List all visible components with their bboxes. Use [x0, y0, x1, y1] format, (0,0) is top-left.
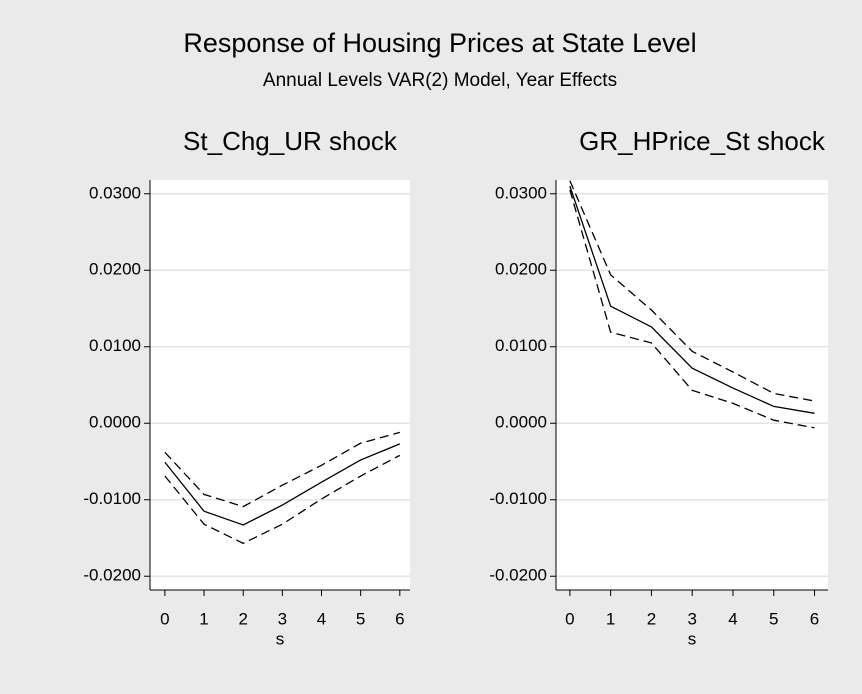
chart-title: Response of Housing Prices at State Leve…	[183, 28, 696, 58]
plot-area	[556, 180, 828, 590]
x-tick-label: 6	[395, 609, 404, 628]
response-line	[164, 443, 401, 526]
plot-area	[150, 180, 410, 590]
confidence-line	[164, 454, 401, 545]
y-tick-label: 0.0000	[89, 413, 141, 432]
chart-subtitle: Annual Levels VAR(2) Model, Year Effects	[263, 70, 617, 91]
x-tick-label: 2	[238, 609, 247, 628]
y-tick-label: -0.0200	[489, 566, 547, 585]
x-tick-label: 0	[565, 609, 574, 628]
x-tick-label: 3	[278, 609, 287, 628]
y-tick-label: 0.0200	[89, 260, 141, 279]
panel-title: GR_HPrice_St shock	[579, 126, 826, 156]
y-tick-label: -0.0200	[83, 566, 141, 585]
x-axis-label: s	[276, 629, 285, 648]
confidence-line	[569, 180, 815, 402]
y-tick-label: 0.0300	[495, 183, 547, 202]
x-tick-label: 1	[606, 609, 615, 628]
y-tick-label: -0.0100	[489, 489, 547, 508]
x-tick-label: 2	[647, 609, 656, 628]
x-tick-label: 3	[687, 609, 696, 628]
y-tick-label: 0.0200	[495, 260, 547, 279]
x-tick-label: 0	[160, 609, 169, 628]
x-tick-label: 5	[769, 609, 778, 628]
x-tick-label: 4	[728, 609, 737, 628]
x-axis-label: s	[688, 629, 697, 648]
y-tick-label: 0.0100	[495, 336, 547, 355]
confidence-line	[569, 189, 815, 429]
x-tick-label: 5	[356, 609, 365, 628]
x-tick-label: 4	[317, 609, 326, 628]
y-tick-label: 0.0000	[495, 413, 547, 432]
y-tick-label: -0.0100	[83, 489, 141, 508]
x-tick-label: 6	[810, 609, 819, 628]
response-line	[569, 185, 815, 414]
y-tick-label: 0.0100	[89, 336, 141, 355]
x-tick-label: 1	[199, 609, 208, 628]
confidence-line	[164, 431, 400, 508]
panel-title: St_Chg_UR shock	[183, 126, 398, 156]
y-tick-label: 0.0300	[89, 183, 141, 202]
